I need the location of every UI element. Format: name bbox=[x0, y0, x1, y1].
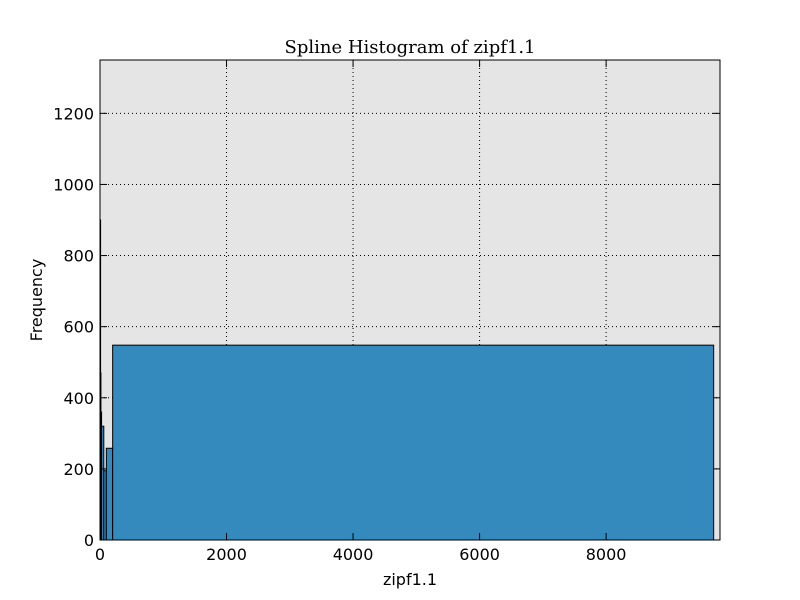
histogram-bar bbox=[105, 447, 114, 541]
ticks: 0 2000 4000 6000 8000 0 200 400 600 800 1000 1200 bbox=[53, 60, 720, 564]
y-tick-label: 0 bbox=[84, 531, 94, 550]
plot-frame bbox=[99, 59, 721, 541]
y-tick-label: 200 bbox=[63, 460, 94, 479]
y-tick-label: 800 bbox=[63, 247, 94, 266]
x-tick-label: 8000 bbox=[586, 545, 627, 564]
y-tick-label: 600 bbox=[63, 318, 94, 337]
histogram-bar bbox=[112, 344, 715, 541]
y-tick-label: 1000 bbox=[53, 175, 94, 194]
x-tick-label: 0 bbox=[95, 545, 105, 564]
x-axis-label: zipf1.1 bbox=[383, 570, 437, 589]
chart-title: Spline Histogram of zipf1.1 bbox=[284, 37, 535, 58]
y-tick-label: 1200 bbox=[53, 104, 94, 123]
x-tick-label: 6000 bbox=[459, 545, 500, 564]
x-tick-label: 4000 bbox=[333, 545, 374, 564]
y-tick-label: 400 bbox=[63, 389, 94, 408]
x-tick-label: 2000 bbox=[206, 545, 247, 564]
y-axis-label: Frequency bbox=[27, 259, 46, 342]
